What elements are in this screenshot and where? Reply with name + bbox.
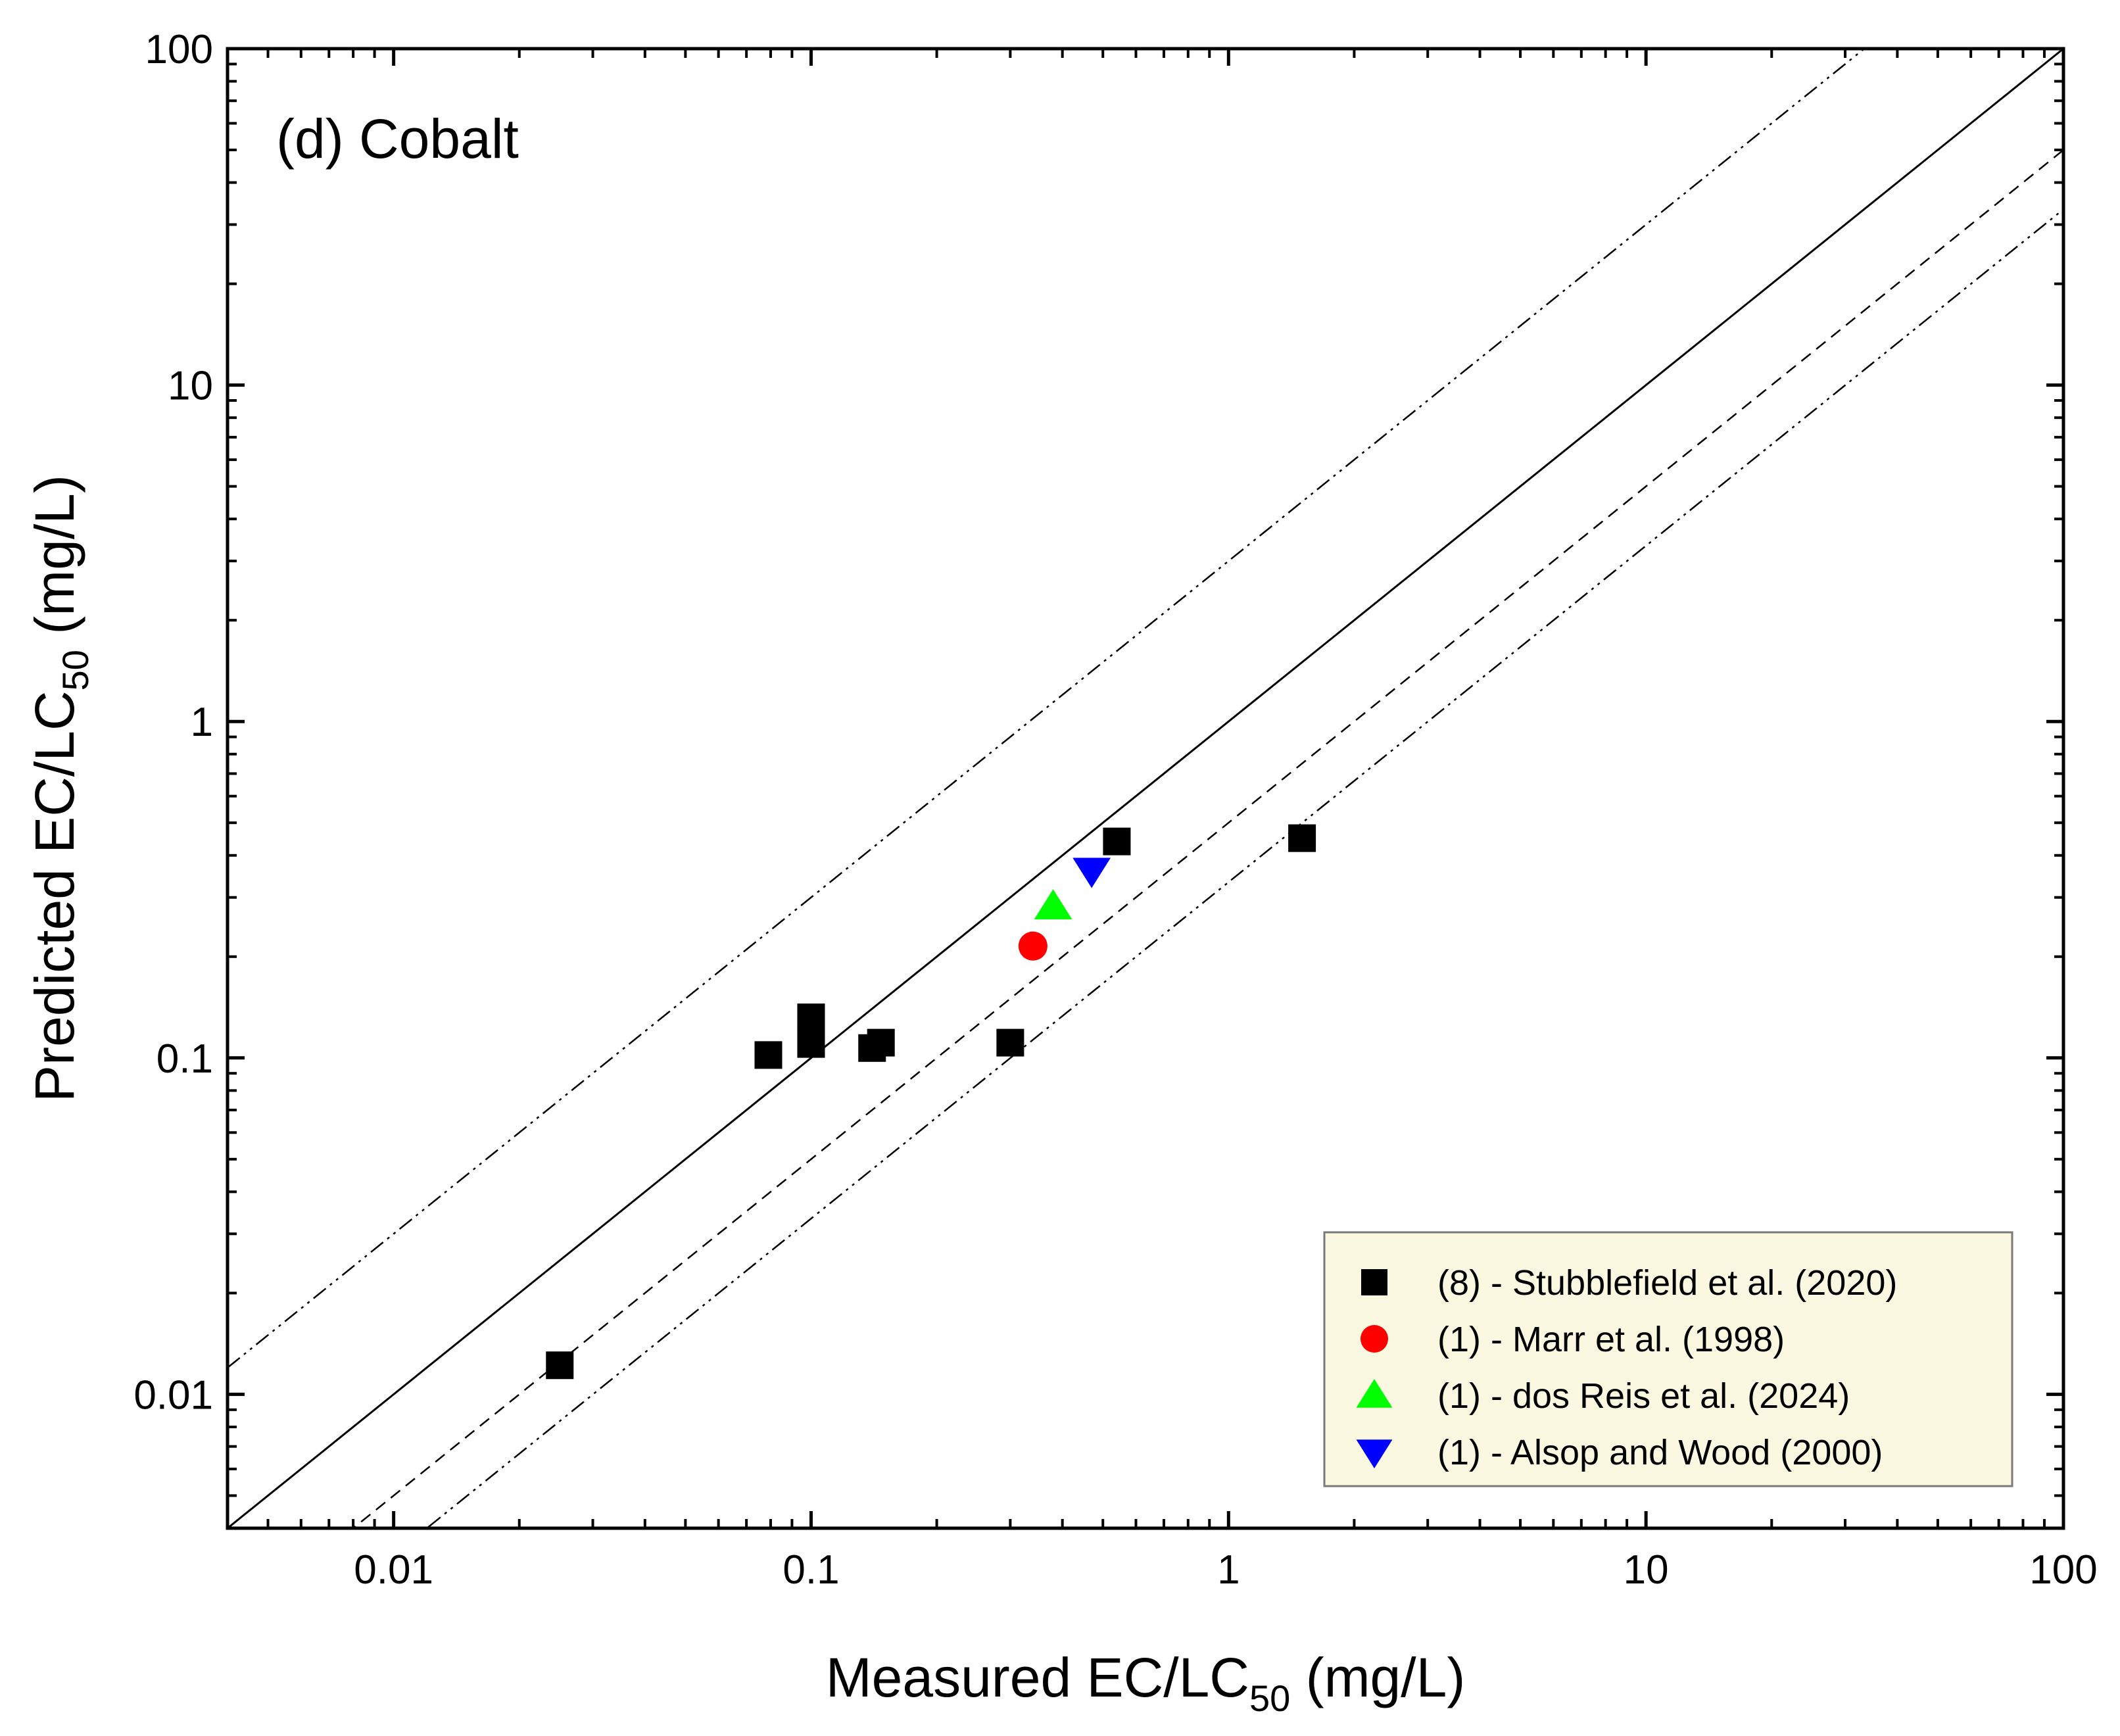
x-axis-title-main: Measured EC/LC [826,1647,1249,1708]
x-axis-title-subscript: 50 [1249,1677,1290,1719]
data-point-s1-2 [754,1041,783,1069]
reference-line-3 [425,208,2063,1528]
data-point-s1-3 [797,1003,825,1032]
legend-box [1323,1231,2013,1487]
y-tick-label-4: 100 [145,27,213,72]
y-tick-labels: 0.01 0.1 1 10 100 [133,27,213,1418]
legend-marker-3 [1356,1379,1393,1408]
x-tick-label-0: 0.01 [354,1547,433,1593]
legend-label-3: (1) - dos Reis et al. (2024) [1437,1376,1850,1416]
data-point-s1-9 [1288,824,1316,852]
y-axis-title: Predicted EC/LC50 (mg/L) [24,475,96,1102]
data-point-s1-7 [996,1028,1024,1057]
legend-label-1: (8) - Stubblefield et al. (2020) [1437,1263,1897,1303]
x-axis-title-unit: (mg/L) [1290,1647,1465,1708]
y-tick-label-3: 10 [168,364,213,409]
x-tick-label-3: 10 [1624,1547,1669,1593]
data-point-s1-4 [797,1030,825,1058]
legend-label-2: (1) - Marr et al. (1998) [1437,1320,1785,1359]
y-axis-title-unit: (mg/L) [24,475,85,650]
data-point-s4-1 [1072,857,1111,888]
y-axis-title-main: Predicted EC/LC [24,690,85,1102]
y-axis-title-subscript: 50 [55,650,96,690]
reference-line-2 [352,149,2063,1528]
y-tick-label-1: 0.1 [157,1036,213,1082]
data-point-s3-1 [1034,889,1072,920]
legend-label-4: (1) - Alsop and Wood (2000) [1437,1433,1883,1472]
x-tick-label-1: 0.1 [783,1547,839,1593]
reference-line-4 [228,49,1866,1368]
x-tick-label-4: 100 [2029,1547,2097,1593]
data-point-s1-8 [1103,827,1131,856]
y-tick-label-0: 0.01 [133,1372,213,1418]
legend-marker-2 [1361,1325,1388,1353]
reference-line-1 [228,49,2063,1528]
legend-marker-1 [1361,1269,1387,1295]
data-point-s1-6 [867,1028,895,1057]
x-axis-title: Measured EC/LC50 (mg/L) [826,1647,1466,1719]
legend: (8) - Stubblefield et al. (2020) (1) - Ma… [1323,1231,2013,1487]
reference-lines [228,49,2063,1528]
data-point-s2-1 [1018,931,1048,961]
plot-frame [226,47,2065,1530]
x-tick-labels: 0.01 0.1 1 10 100 [354,1547,2097,1593]
data-point-s1-1 [546,1351,574,1380]
panel-label: (d) Cobalt [276,108,519,170]
x-tick-label-2: 1 [1217,1547,1240,1593]
y-tick-label-2: 1 [191,700,213,745]
legend-marker-4 [1356,1439,1393,1468]
data-markers [546,824,1316,1380]
